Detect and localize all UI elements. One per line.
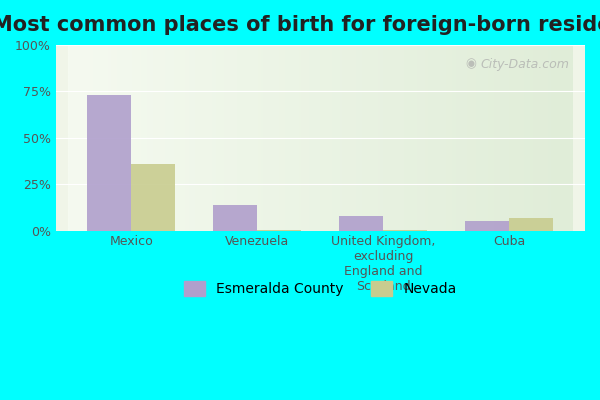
Bar [131,164,175,230]
Bar [465,221,509,230]
Title: Most common places of birth for foreign-born residents: Most common places of birth for foreign-… [0,15,600,35]
Text: ◉: ◉ [466,57,476,70]
Bar [339,216,383,230]
Bar [87,95,131,230]
Bar [213,204,257,230]
Bar [509,218,553,230]
Text: City-Data.com: City-Data.com [480,58,569,71]
Legend: Esmeralda County, Nevada: Esmeralda County, Nevada [179,276,462,302]
